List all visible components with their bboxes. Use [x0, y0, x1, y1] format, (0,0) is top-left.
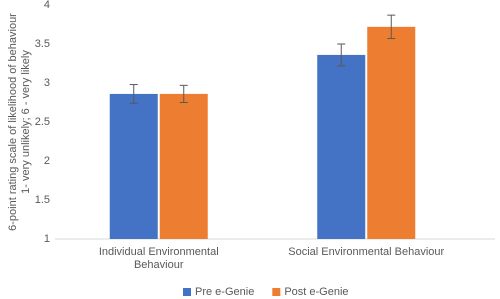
- y-tick-label: 3.5: [35, 38, 50, 50]
- error-bar: [387, 14, 396, 40]
- y-axis-label-line: 1- very unlikely; 6 - very likely: [20, 50, 32, 194]
- y-tick-label: 3: [44, 77, 50, 89]
- x-tick-label: Social Environmental Behaviour: [288, 246, 445, 258]
- y-tick-label: 2: [44, 155, 50, 167]
- bar: [367, 26, 416, 240]
- error-bar: [129, 84, 138, 104]
- legend-swatch: [272, 288, 281, 296]
- legend-swatch: [183, 288, 191, 296]
- y-tick-label: 2.5: [35, 116, 50, 128]
- y-axis-label-line: 6-point rating scale of likelihood of be…: [7, 13, 19, 231]
- error-bar: [337, 43, 346, 67]
- y-tick-label: 4: [44, 0, 50, 11]
- x-tick-label: Individual Environmental Behaviour: [98, 246, 219, 271]
- y-tick-label: 1: [44, 233, 50, 245]
- legend-label: Pre e-Genie: [195, 286, 254, 298]
- error-bar: [179, 84, 188, 103]
- bar: [317, 54, 366, 239]
- y-axis-label: 6-point rating scale of likelihood of be…: [7, 13, 32, 231]
- legend-label: Post e-Genie: [284, 286, 348, 298]
- bar: [159, 93, 208, 239]
- bar: [109, 93, 158, 239]
- y-tick-label: 1.5: [35, 194, 50, 206]
